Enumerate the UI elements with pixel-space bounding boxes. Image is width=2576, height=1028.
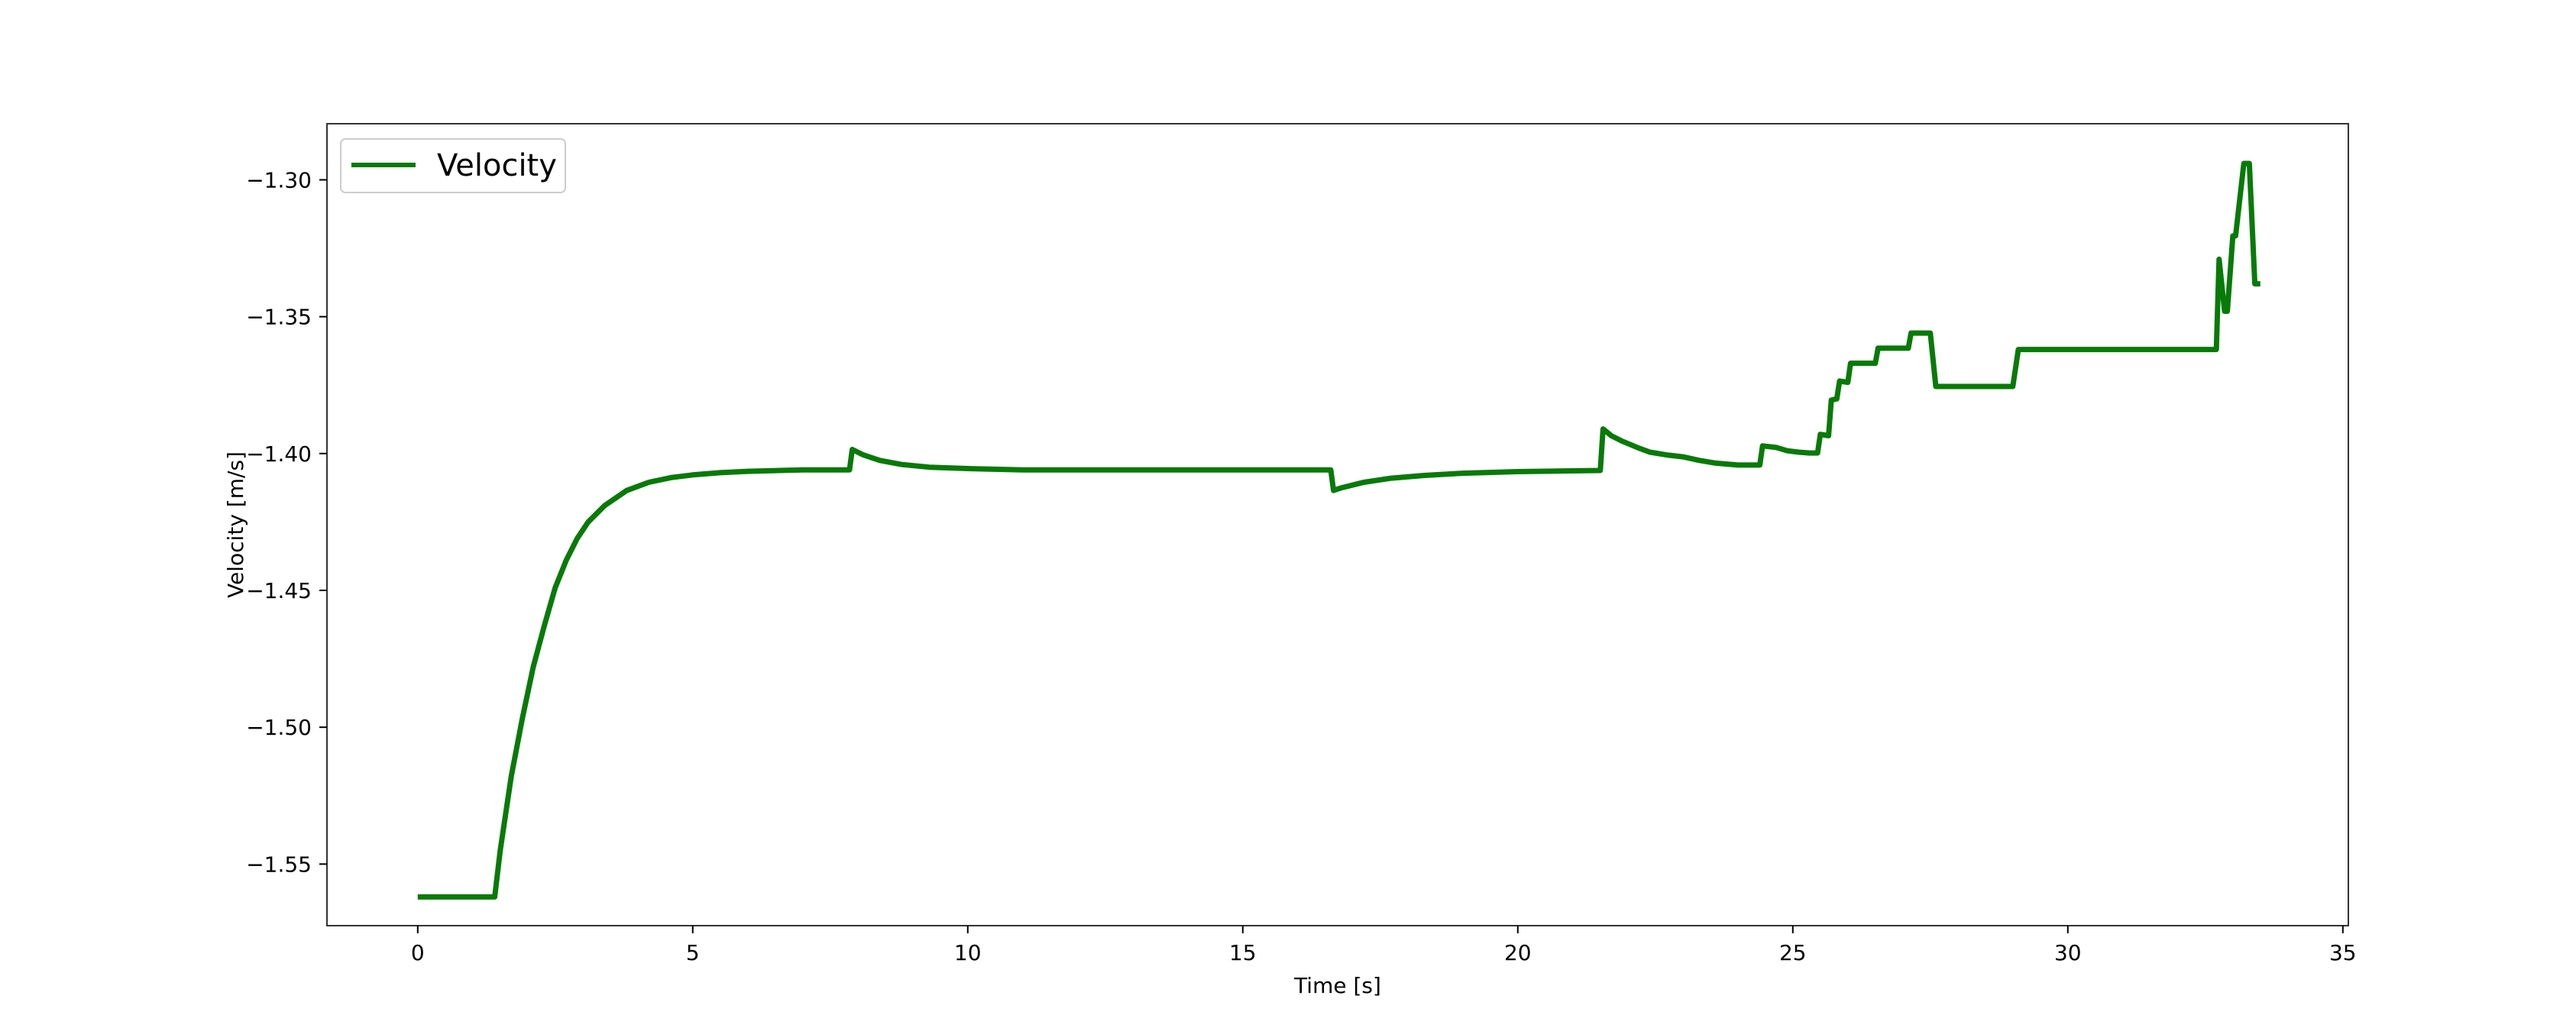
plot-frame <box>326 123 2349 926</box>
x-tick-label: 5 <box>686 940 700 965</box>
x-tick-label: 35 <box>2329 940 2357 965</box>
legend: Velocity <box>340 138 566 193</box>
x-tick-label: 0 <box>411 940 425 965</box>
x-axis-label: Time [s] <box>1293 973 1381 998</box>
y-axis-label: Velocity [m/s] <box>223 451 248 598</box>
y-tick-label: −1.35 <box>246 305 312 330</box>
y-tick-label: −1.30 <box>246 167 312 192</box>
y-tick-label: −1.40 <box>246 441 312 467</box>
x-tick-label: 30 <box>2054 940 2082 965</box>
x-tick-label: 10 <box>954 940 982 965</box>
x-tick-label: 25 <box>1779 940 1807 965</box>
x-tick-label: 20 <box>1504 940 1532 965</box>
series-layer <box>417 160 2260 900</box>
velocity-line <box>417 160 2260 900</box>
y-tick-label: −1.55 <box>246 852 312 877</box>
y-tick-label: −1.45 <box>246 578 312 603</box>
y-tick-label: −1.50 <box>246 715 312 740</box>
legend-label: Velocity <box>437 148 557 183</box>
x-tick-label: 15 <box>1229 940 1257 965</box>
legend-box <box>340 138 566 193</box>
y-axis-ticks: −1.55 −1.50 −1.45 −1.40 −1.35 −1.30 <box>246 167 327 877</box>
x-axis-ticks: 0 5 10 15 20 25 30 35 <box>411 926 2357 965</box>
